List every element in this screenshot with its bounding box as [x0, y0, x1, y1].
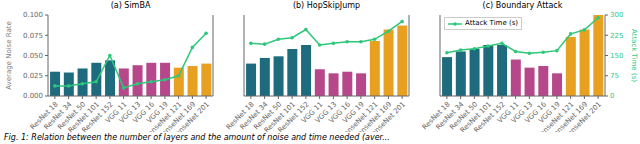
svg-text:VGG 16: VGG 16: [327, 100, 353, 125]
svg-text:VGG 11: VGG 11: [104, 100, 129, 125]
svg-text:0.075: 0.075: [23, 32, 43, 40]
svg-text:0.050: 0.050: [23, 52, 43, 60]
svg-text:0.100: 0.100: [23, 11, 43, 19]
html-text:Attack Time (s): Attack Time (s): [465, 19, 518, 27]
svg-text:ResNet 18: ResNet 18: [420, 100, 452, 132]
svg-text:Average Noise Rate: Average Noise Rate: [8, 21, 13, 90]
svg-text:VGG 19: VGG 19: [341, 100, 366, 125]
svg-text:Attack Time (s): Attack Time (s): [630, 29, 632, 82]
svg-text:ResNet 18: ResNet 18: [224, 100, 256, 132]
html-text:(a) SimBA: (a) SimBA: [110, 1, 151, 10]
svg-text:0.000: 0.000: [23, 92, 43, 100]
svg-text:VGG 16: VGG 16: [523, 100, 549, 125]
svg-text:ResNet 34: ResNet 34: [434, 100, 466, 132]
svg-text:300: 300: [610, 11, 623, 19]
svg-text:VGG 19: VGG 19: [537, 100, 562, 125]
svg-text:ResNet 34: ResNet 34: [238, 100, 270, 132]
svg-text:DenseNet 201: DenseNet 201: [170, 100, 211, 132]
svg-text:VGG 19: VGG 19: [145, 100, 170, 125]
svg-text:VGG 11: VGG 11: [300, 100, 325, 125]
svg-text:ResNet 50: ResNet 50: [56, 100, 88, 132]
svg-text:ResNet 50: ResNet 50: [252, 100, 284, 132]
svg-text:DenseNet 201: DenseNet 201: [562, 100, 603, 132]
svg-text:ResNet 50: ResNet 50: [448, 100, 480, 132]
html-text:Fig. 1: Relation between the n: Fig. 1: Relation between the number of l…: [4, 133, 390, 142]
html-text:(c) Boundary Attack: (c) Boundary Attack: [482, 1, 563, 10]
svg-text:0.025: 0.025: [23, 72, 43, 80]
svg-text:VGG 13: VGG 13: [313, 100, 339, 125]
svg-text:75: 75: [610, 72, 619, 80]
svg-text:DenseNet 201: DenseNet 201: [366, 100, 407, 132]
html-text:(b) HopSkipJump: (b) HopSkipJump: [292, 1, 361, 10]
svg-text:VGG 11: VGG 11: [496, 100, 521, 125]
svg-text:ResNet 34: ResNet 34: [42, 100, 74, 132]
svg-text:0: 0: [610, 92, 614, 100]
svg-text:VGG 13: VGG 13: [509, 100, 535, 125]
svg-text:ResNet 18: ResNet 18: [28, 100, 60, 132]
svg-text:225: 225: [610, 32, 623, 40]
svg-text:150: 150: [610, 52, 623, 60]
svg-text:VGG 16: VGG 16: [131, 100, 157, 125]
svg-text:VGG 13: VGG 13: [117, 100, 143, 125]
